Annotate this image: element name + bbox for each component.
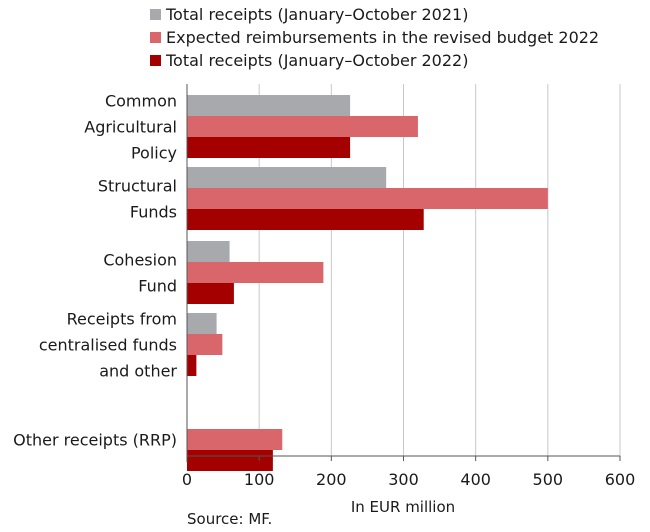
category-label-common-agricultural-policy: Common Agricultural Policy [84,92,177,163]
legend-swatch-receipts-2021 [150,9,161,20]
legend-swatch-expected-2022 [150,32,161,43]
x-tick-label: 500 [533,470,564,489]
bar-receipts-from-centralised-funds-and-other-series-0 [187,313,217,334]
x-tick-label: 300 [388,470,419,489]
legend-item-expected-2022: Expected reimbursements in the revised b… [150,26,599,49]
bar-structural-funds-series-2 [187,209,424,230]
bar-receipts-from-centralised-funds-and-other-series-2 [187,355,197,376]
x-tick-label: 0 [182,470,192,489]
category-label-receipts-from-centralised-funds-and-other: Receipts from centralised funds and other [39,310,178,381]
x-tick-label: 400 [460,470,491,489]
legend-label-expected-2022: Expected reimbursements in the revised b… [166,28,600,47]
bar-cohesion-fund-series-1 [187,262,324,283]
category-label-other-receipts-rrp: Other receipts (RRP) [13,431,177,450]
x-axis-title: In EUR million [351,498,455,516]
x-tick-label: 600 [605,470,636,489]
bar-common-agricultural-policy-series-0 [187,95,351,116]
bar-common-agricultural-policy-series-1 [187,116,418,137]
bar-cohesion-fund-series-0 [187,241,230,262]
bar-cohesion-fund-series-2 [187,283,234,304]
bar-receipts-from-centralised-funds-and-other-series-1 [187,334,223,355]
legend-swatch-receipts-2022 [150,55,161,66]
x-tick-label: 200 [316,470,347,489]
legend-label-receipts-2021: Total receipts (January–October 2021) [166,5,469,24]
legend-item-receipts-2021: Total receipts (January–October 2021) [150,3,599,26]
x-tick-label: 100 [244,470,275,489]
legend-item-receipts-2022: Total receipts (January–October 2022) [150,49,599,72]
bar-other-receipts-rrp-series-2 [187,450,273,471]
source-note: Source: MF. [187,510,273,528]
legend-label-receipts-2022: Total receipts (January–October 2022) [166,51,469,70]
bar-structural-funds-series-1 [187,188,548,209]
category-label-structural-funds: Structural Funds [98,177,177,222]
bar-other-receipts-rrp-series-1 [187,429,283,450]
category-label-cohesion-fund: Cohesion Fund [103,251,177,296]
bar-common-agricultural-policy-series-2 [187,137,351,158]
bar-structural-funds-series-0 [187,167,387,188]
legend: Total receipts (January–October 2021) Ex… [150,3,599,72]
